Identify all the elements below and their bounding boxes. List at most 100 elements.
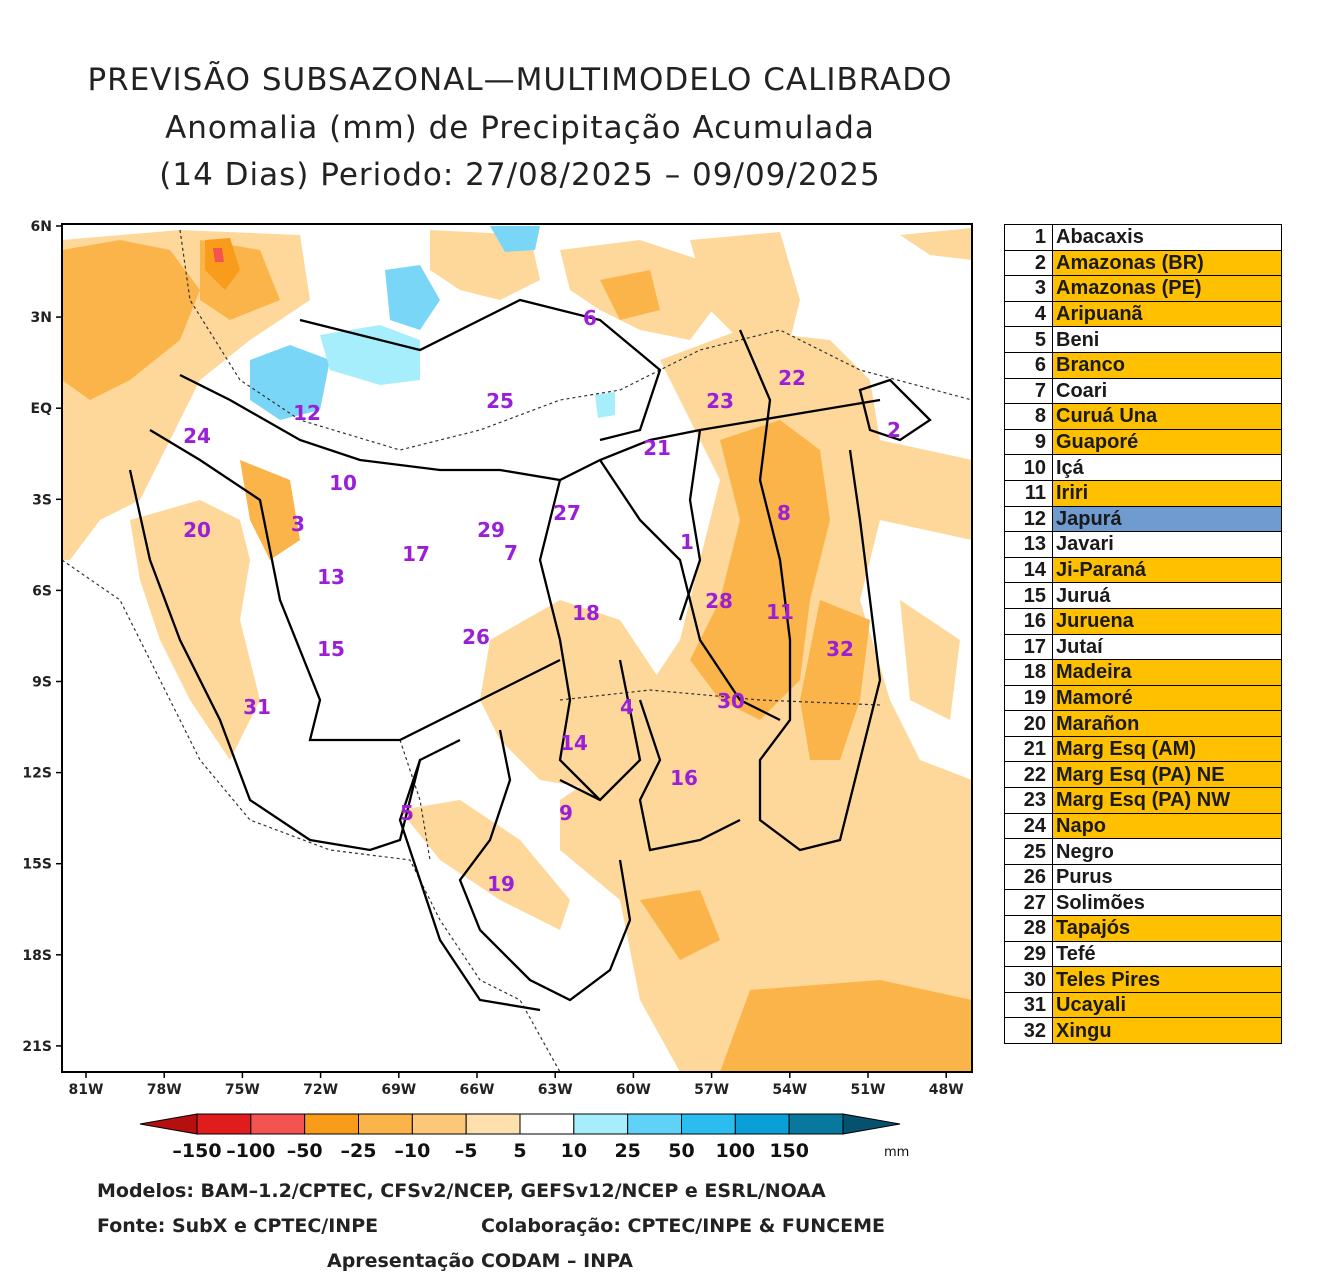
basin-number-labels: 1234567891011121314151617181920212223242… bbox=[183, 306, 901, 896]
colorbar-cell bbox=[304, 1113, 360, 1135]
legend-basin-name: Teles Pires bbox=[1052, 966, 1282, 993]
legend-row: 25 Negro bbox=[1004, 838, 1282, 865]
legend-number: 31 bbox=[1004, 991, 1053, 1019]
legend-row: 10 Içá bbox=[1004, 454, 1282, 481]
legend-number: 13 bbox=[1004, 531, 1053, 558]
legend-number: 8 bbox=[1004, 403, 1053, 430]
basin-label-24: 24 bbox=[183, 424, 211, 448]
legend-number: 25 bbox=[1004, 838, 1053, 865]
legend-basin-name: Branco bbox=[1052, 351, 1282, 379]
colorbar-cell bbox=[358, 1113, 413, 1135]
legend-basin-name: Juruena bbox=[1052, 607, 1282, 635]
legend-basin-name: Madeira bbox=[1052, 659, 1282, 686]
legend-basin-name: Solimões bbox=[1052, 889, 1282, 917]
lon-tick-label: 72W bbox=[303, 1082, 338, 1098]
legend-row: 15 Juruá bbox=[1004, 582, 1282, 609]
legend-basin-name: Javari bbox=[1052, 531, 1282, 558]
colorbar-cell bbox=[734, 1113, 790, 1135]
lon-tick-label: 69W bbox=[381, 1082, 416, 1098]
legend-basin-name: Jutaí bbox=[1052, 633, 1282, 661]
legend-number: 22 bbox=[1004, 761, 1053, 789]
legend-row: 13 Javari bbox=[1004, 531, 1282, 558]
legend-basin-name: Juruá bbox=[1052, 582, 1282, 609]
basin-label-13: 13 bbox=[317, 565, 345, 589]
longitude-axis: 81W 78W 75W 72W 69W 66W 63W 60W 57W 54W 51W 48W bbox=[69, 1072, 964, 1098]
basin-label-11: 11 bbox=[766, 600, 794, 624]
legend-basin-name: Marg Esq (AM) bbox=[1052, 735, 1282, 763]
basin-label-26: 26 bbox=[462, 625, 490, 649]
legend-number: 19 bbox=[1004, 684, 1053, 712]
basin-label-5: 5 bbox=[400, 801, 414, 825]
lat-tick-label: 6N bbox=[31, 219, 52, 235]
lon-tick-label: 48W bbox=[929, 1082, 964, 1098]
colorbar-cell bbox=[465, 1113, 521, 1135]
map-period: (14 Dias) Periodo: 27/08/2025 – 09/09/20… bbox=[159, 157, 881, 193]
basin-label-18: 18 bbox=[572, 601, 600, 625]
legend-number: 27 bbox=[1004, 889, 1053, 917]
colorbar-cell bbox=[788, 1113, 844, 1135]
legend-row: 1 Abacaxis bbox=[1004, 224, 1282, 251]
lat-tick-label: 21S bbox=[22, 1039, 52, 1055]
legend-number: 6 bbox=[1004, 351, 1053, 379]
colorbar-label: –10 bbox=[394, 1140, 430, 1162]
colorbar-cell bbox=[573, 1113, 629, 1135]
footer-presentation: Apresentação CODAM – INPA bbox=[327, 1250, 634, 1272]
anomaly-orange bbox=[62, 240, 972, 1072]
legend-basin-name: Curuá Una bbox=[1052, 403, 1282, 430]
colorbar-label: 5 bbox=[513, 1140, 526, 1162]
basin-label-30: 30 bbox=[717, 689, 745, 713]
legend-number: 14 bbox=[1004, 556, 1053, 584]
legend-number: 24 bbox=[1004, 812, 1053, 840]
map-subtitle: Anomalia (mm) de Precipitação Acumulada bbox=[165, 110, 875, 146]
legend-basin-name: Amazonas (BR) bbox=[1052, 249, 1282, 277]
legend-number: 2 bbox=[1004, 249, 1053, 277]
legend-basin-name: Napo bbox=[1052, 812, 1282, 840]
legend-number: 3 bbox=[1004, 275, 1053, 302]
legend-basin-name: Ji-Paraná bbox=[1052, 556, 1282, 584]
basin-label-28: 28 bbox=[705, 589, 733, 613]
legend-number: 10 bbox=[1004, 454, 1053, 481]
legend-row: 20 Marañon bbox=[1004, 710, 1282, 737]
legend-row: 32 Xingu bbox=[1004, 1017, 1282, 1044]
legend-basin-name: Guaporé bbox=[1052, 428, 1282, 456]
legend-row: 28 Tapajós bbox=[1004, 915, 1282, 942]
anomaly-blue bbox=[250, 226, 615, 420]
legend-number: 9 bbox=[1004, 428, 1053, 456]
colorbar-label: –25 bbox=[341, 1140, 377, 1162]
footer-models: Modelos: BAM–1.2/CPTEC, CFSv2/NCEP, GEFS… bbox=[97, 1180, 826, 1202]
legend-number: 30 bbox=[1004, 966, 1053, 993]
colorbar-label: –150 bbox=[172, 1140, 221, 1162]
legend-number: 21 bbox=[1004, 735, 1053, 763]
colorbar-label: –50 bbox=[287, 1140, 323, 1162]
legend-row: 9 Guaporé bbox=[1004, 428, 1282, 456]
legend-basin-name: Marañon bbox=[1052, 710, 1282, 737]
basin-label-10: 10 bbox=[329, 471, 357, 495]
anomaly-strong bbox=[205, 238, 240, 290]
legend-number: 15 bbox=[1004, 582, 1053, 609]
basin-label-29: 29 bbox=[477, 518, 505, 542]
basin-label-32: 32 bbox=[826, 637, 854, 661]
legend-row: 5 Beni bbox=[1004, 326, 1282, 353]
country-borders bbox=[61, 229, 973, 1073]
legend-row: 31 Ucayali bbox=[1004, 991, 1282, 1019]
legend-row: 23 Marg Esq (PA) NW bbox=[1004, 787, 1282, 814]
footer-collaboration: Colaboração: CPTEC/INPE & FUNCEME bbox=[481, 1215, 886, 1237]
legend-number: 17 bbox=[1004, 633, 1053, 661]
legend-number: 11 bbox=[1004, 479, 1053, 507]
legend-row: 16 Juruena bbox=[1004, 607, 1282, 635]
legend-basin-name: Mamoré bbox=[1052, 684, 1282, 712]
legend-row: 29 Tefé bbox=[1004, 940, 1282, 968]
legend-number: 28 bbox=[1004, 915, 1053, 942]
basin-label-19: 19 bbox=[487, 872, 515, 896]
legend-row: 8 Curuá Una bbox=[1004, 403, 1282, 430]
basin-label-12: 12 bbox=[293, 401, 321, 425]
colorbar-cell bbox=[681, 1113, 736, 1135]
basin-label-6: 6 bbox=[583, 306, 597, 330]
legend-row: 30 Teles Pires bbox=[1004, 966, 1282, 993]
basin-label-4: 4 bbox=[620, 695, 634, 719]
colorbar-cell bbox=[519, 1113, 575, 1135]
legend-basin-name: Ucayali bbox=[1052, 991, 1282, 1019]
legend-number: 7 bbox=[1004, 377, 1053, 405]
legend-number: 32 bbox=[1004, 1017, 1053, 1044]
precipitation-anomaly-map: 6N 3N EQ 3S 6S 9S 12S 15S 18S 21S 81W 78W 75W 72W 69W… bbox=[22, 219, 973, 1098]
